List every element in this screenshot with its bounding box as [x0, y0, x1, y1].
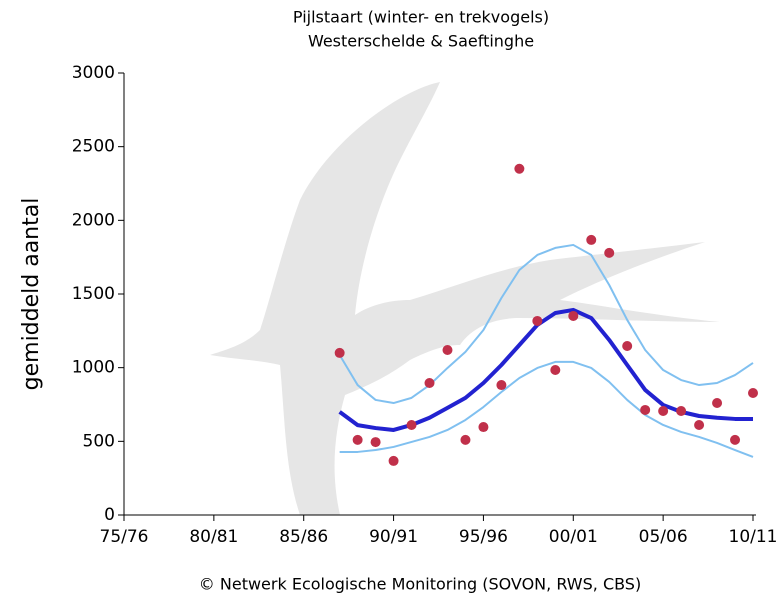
data-point: [424, 377, 435, 388]
data-point: [730, 434, 741, 445]
chart-subtitle: Westerschelde & Saeftinghe: [308, 32, 534, 51]
data-point: [460, 434, 471, 445]
x-tick-label: 00/01: [549, 527, 598, 547]
x-tick-label: 80/81: [189, 527, 238, 547]
bird-silhouette: [210, 82, 720, 515]
data-point: [496, 380, 507, 391]
data-point: [406, 419, 417, 430]
data-point: [640, 404, 651, 415]
data-point: [370, 437, 381, 448]
data-point: [442, 344, 453, 355]
series-line: [338, 243, 754, 405]
data-point: [586, 234, 597, 245]
y-tick-label: 1500: [72, 284, 115, 304]
data-point: [604, 247, 615, 258]
x-tick-label: 85/86: [279, 527, 328, 547]
data-point: [568, 310, 579, 321]
footer: © Netwerk Ecologische Monitoring (SOVON,…: [199, 575, 641, 594]
x-tick-label: 75/76: [100, 527, 149, 547]
x-tick-label: 90/91: [369, 527, 418, 547]
x-tick-label: 10/11: [729, 527, 777, 547]
data-point: [388, 455, 399, 466]
x-tick-label: 95/96: [459, 527, 508, 547]
series-line: [339, 360, 754, 458]
data-point: [748, 388, 758, 399]
y-tick-label: 3000: [72, 63, 115, 83]
x-tick-label: 05/06: [639, 527, 688, 547]
y-tick-label: 2500: [72, 137, 115, 157]
y-axis-label: gemiddeld aantal: [19, 198, 44, 391]
y-tick-label: 500: [83, 431, 115, 451]
chart-title: Pijlstaart (winter- en trekvogels): [293, 8, 549, 27]
data-point: [514, 163, 525, 174]
data-point: [712, 398, 723, 409]
data-point: [550, 365, 561, 376]
data-point: [622, 341, 633, 352]
data-point: [334, 347, 345, 358]
data-point: [352, 434, 363, 445]
y-tick-label: 0: [104, 505, 115, 525]
data-point: [694, 419, 705, 430]
data-point: [532, 315, 543, 326]
y-tick-label: 2000: [72, 210, 115, 230]
data-point: [676, 405, 687, 416]
data-point: [478, 422, 489, 433]
data-point: [658, 405, 669, 416]
y-tick-label: 1000: [72, 358, 115, 378]
